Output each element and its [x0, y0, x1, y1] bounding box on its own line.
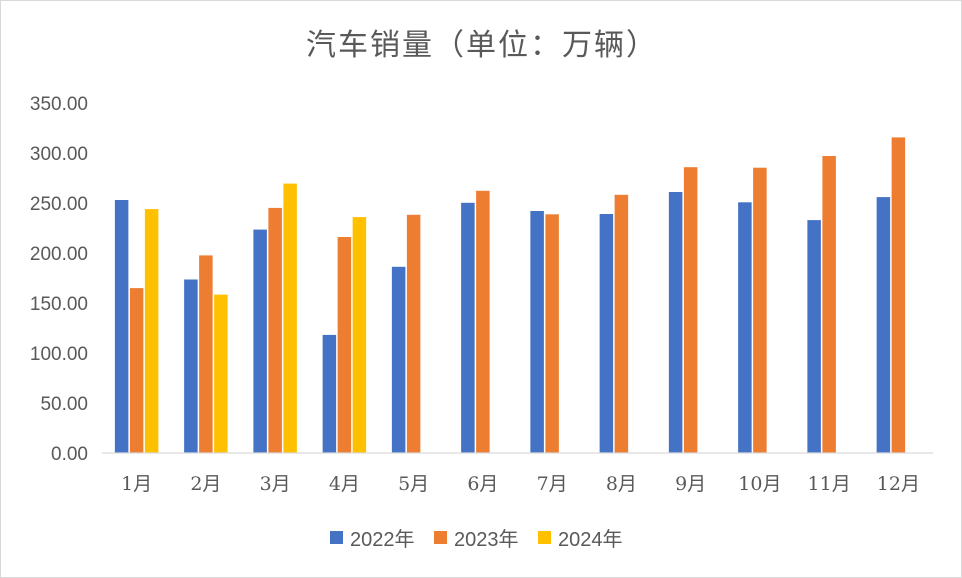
bar-2022年-9月	[668, 192, 683, 453]
bar-2023年-3月	[268, 207, 282, 453]
legend-label: 2022年	[350, 528, 415, 551]
x-tick-label: 9月	[675, 473, 706, 495]
legend-label: 2024年	[558, 528, 623, 551]
x-tick-label: 4月	[329, 473, 360, 495]
bar-2023年-5月	[406, 214, 421, 453]
x-tick-label: 1月	[121, 473, 152, 495]
chart-title: 汽车销量（单位：万辆）	[306, 28, 658, 63]
bar-2022年-8月	[599, 214, 614, 453]
bar-2023年-2月	[199, 255, 213, 453]
bar-2022年-11月	[807, 220, 821, 453]
legend-label: 2023年	[454, 528, 519, 551]
bar-2023年-4月	[337, 237, 352, 453]
legend-swatch-2023年	[434, 531, 447, 544]
bar-2023年-8月	[614, 194, 629, 454]
bar-2022年-3月	[253, 229, 267, 453]
bar-2024年-2月	[214, 294, 228, 453]
bar-2023年-12月	[891, 137, 906, 453]
x-tick-label: 8月	[606, 473, 637, 495]
bar-2022年-7月	[530, 211, 544, 453]
x-axis: 1月 2月 3月 4月 5月 6月 7月 8月 9月 10月 11月 12月	[121, 473, 920, 495]
bar-2023年-1月	[129, 288, 144, 453]
x-tick-label: 7月	[537, 473, 568, 495]
x-tick-label: 2月	[190, 473, 221, 495]
bar-2023年-7月	[545, 214, 559, 453]
bar-2022年-2月	[184, 279, 198, 453]
x-tick-label: 3月	[260, 473, 291, 495]
y-tick-label: 250.00	[30, 194, 88, 215]
bar-2024年-4月	[352, 217, 367, 453]
legend-swatch-2022年	[330, 531, 343, 544]
bar-2022年-12月	[876, 197, 891, 453]
x-tick-label: 6月	[467, 473, 498, 495]
y-tick-label: 100.00	[30, 344, 88, 365]
x-tick-label: 12月	[877, 473, 920, 495]
bar-2024年-1月	[144, 209, 159, 453]
x-tick-label: 10月	[738, 473, 781, 495]
bar-2022年-5月	[391, 266, 406, 453]
y-axis: 0.00 50.00 100.00 150.00 200.00 250.00 300.00 3…	[30, 94, 88, 465]
bar-2022年-4月	[322, 334, 337, 453]
bar-2023年-6月	[476, 190, 490, 454]
bar-2023年-9月	[683, 167, 698, 453]
bar-2022年-1月	[114, 200, 129, 453]
bar-2022年-10月	[738, 202, 752, 453]
bar-2024年-3月	[283, 183, 297, 453]
legend: 2022年 2023年 2024年	[330, 528, 623, 551]
y-tick-label: 300.00	[30, 144, 88, 165]
x-tick-label: 11月	[808, 473, 851, 495]
y-tick-label: 200.00	[30, 244, 88, 265]
bar-2022年-6月	[461, 202, 475, 453]
x-tick-label: 5月	[398, 473, 429, 495]
y-tick-label: 350.00	[30, 94, 88, 115]
y-tick-label: 50.00	[40, 394, 88, 415]
bars	[114, 137, 906, 454]
y-tick-label: 150.00	[30, 294, 88, 315]
bar-2023年-11月	[822, 156, 836, 453]
bar-2023年-10月	[753, 167, 767, 453]
legend-swatch-2024年	[538, 531, 551, 544]
y-tick-label: 0.00	[51, 444, 88, 465]
